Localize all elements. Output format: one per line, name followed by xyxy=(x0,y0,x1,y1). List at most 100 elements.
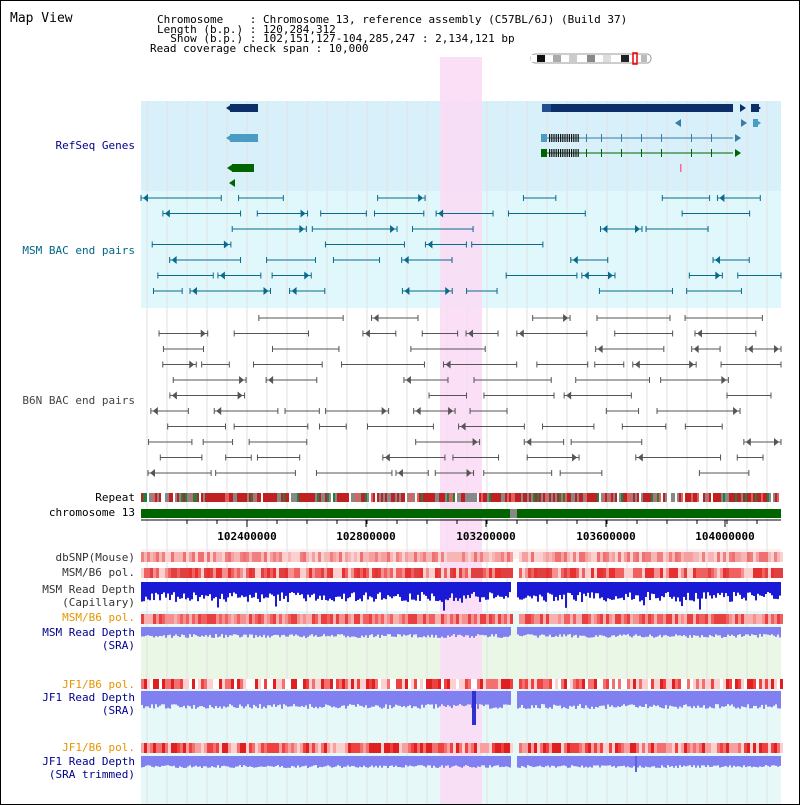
refseq-exon xyxy=(691,149,692,157)
jf1-b6-pol-cell xyxy=(300,679,303,689)
jf1-depth-sra-bar xyxy=(451,691,453,708)
msm-b6-pol-sra-cell xyxy=(759,614,762,624)
jf1-depth-sra-bar xyxy=(283,691,285,705)
jf1-depth-trim-bar xyxy=(239,756,241,766)
repeat-mark xyxy=(489,493,491,502)
msm-b6-pol-cell xyxy=(417,568,420,578)
msm-b6-pol-sra-cell xyxy=(240,614,243,624)
jf1-depth-sra-bar xyxy=(559,691,561,706)
repeat-mark xyxy=(741,493,743,502)
msm-depth-cap-bar xyxy=(695,582,697,593)
jf1-b6-pol-cell xyxy=(171,679,174,689)
msm-b6-pol-sra-cell xyxy=(669,614,672,624)
jf1-depth-trim-bar xyxy=(517,756,519,768)
jf1-depth-sra-bar xyxy=(453,691,455,705)
jf1-b6-pol-trim-cell xyxy=(519,743,522,753)
jf1-b6-pol-cell xyxy=(615,679,618,689)
b6n-bac-pair-marker xyxy=(566,391,572,400)
jf1-depth-trim-bar xyxy=(629,756,631,768)
msm-depth-sra-bar xyxy=(405,627,407,636)
msm-depth-sra-bar xyxy=(487,627,489,638)
jf1-b6-pol-trim-cell xyxy=(582,743,585,753)
jf1-depth-sra-bar xyxy=(727,691,729,705)
msm-b6-pol-cell xyxy=(597,568,600,578)
msm-depth-cap-bar xyxy=(353,582,355,593)
jf1-depth-trim-bar xyxy=(693,756,695,766)
jf1-depth-sra-bar xyxy=(247,691,249,705)
msm-depth-cap-bar xyxy=(327,582,329,601)
b6n-bac-pair-marker xyxy=(216,407,222,415)
msm-b6-pol-sra-cell xyxy=(537,614,540,624)
jf1-b6-pol-trim-cell xyxy=(591,743,594,753)
msm-depth-sra-bar xyxy=(185,627,187,638)
jf1-depth-trim-bar xyxy=(489,756,491,766)
refseq-exon xyxy=(575,149,577,157)
msm-depth-cap-bar xyxy=(419,582,421,601)
msm-depth-sra-bar xyxy=(633,627,635,636)
msm-b6-pol-cell xyxy=(363,568,366,578)
jf1-depth-sra-bar xyxy=(205,691,207,709)
repeat-mark xyxy=(223,493,225,502)
repeat-mark xyxy=(535,493,537,502)
msm-depth-sra-bar xyxy=(657,627,659,637)
jf1-depth-sra-bar xyxy=(199,691,201,707)
msm-b6-pol-sra-cell xyxy=(168,614,171,624)
jf1-depth-sra-bar xyxy=(261,691,263,709)
msm-depth-sra-bar xyxy=(253,627,255,638)
msm-b6-pol-sra-cell xyxy=(708,614,711,624)
msm-depth-cap-bar xyxy=(375,582,377,599)
jf1-depth-trim-bar xyxy=(187,756,189,767)
jf1-depth-trim-bar xyxy=(521,756,523,766)
jf1-depth-trim-bar xyxy=(161,756,163,766)
msm-b6-pol-cell xyxy=(396,568,399,578)
jf1-depth-trim-bar xyxy=(283,756,285,768)
msm-depth-sra-bar xyxy=(605,627,607,637)
refseq-exon xyxy=(555,134,557,142)
repeat-mark xyxy=(647,493,649,502)
repeat-mark xyxy=(179,493,181,502)
dbsnp-cell xyxy=(627,552,630,562)
jf1-b6-pol-trim-cell xyxy=(141,743,144,753)
msm-b6-pol-sra-cell xyxy=(351,614,354,624)
msm-b6-pol-cell xyxy=(183,568,186,578)
jf1-depth-sra-bar xyxy=(675,691,677,707)
msm-depth-sra-bar xyxy=(269,627,271,638)
repeat-mark xyxy=(579,493,581,502)
msm-depth-cap-bar xyxy=(667,582,669,593)
jf1-depth-sra-bar xyxy=(237,691,239,708)
jf1-depth-sra-bar xyxy=(369,691,371,708)
msm-b6-pol-sra-cell xyxy=(606,614,609,624)
msm-b6-pol-sra-cell xyxy=(372,614,375,624)
repeat-mark xyxy=(481,493,483,502)
msm-b6-pol-cell xyxy=(681,568,684,578)
msm-b6-pol-cell xyxy=(498,568,501,578)
repeat-mark xyxy=(285,493,287,502)
repeat-mark xyxy=(175,493,177,502)
jf1-depth-trim-bar xyxy=(421,756,423,766)
repeat-mark xyxy=(145,493,147,502)
msm-b6-pol-sra-cell xyxy=(171,614,174,624)
msm-depth-sra-bar xyxy=(413,627,415,635)
jf1-depth-sra-bar xyxy=(209,691,211,705)
jf1-b6-pol-trim-cell xyxy=(240,743,243,753)
msm-b6-pol-sra-cell xyxy=(630,614,633,624)
repeat-mark xyxy=(641,493,643,502)
jf1-b6-pol-cell xyxy=(453,679,456,689)
jf1-depth-trim-bar xyxy=(697,756,699,766)
msm-depth-cap-bar xyxy=(729,582,731,602)
msm-depth-cap-bar xyxy=(623,582,625,601)
jf1-depth-sra-bar xyxy=(367,691,369,709)
jf1-depth-sra-bar xyxy=(573,691,575,706)
msm-depth-cap-bar xyxy=(703,582,705,593)
jf1-depth-trim-bar xyxy=(617,756,619,767)
jf1-b6-pol-cell xyxy=(759,679,762,689)
repeat-mark xyxy=(337,493,339,502)
msm-depth-cap-bar xyxy=(559,582,561,595)
jf1-depth-trim-bar xyxy=(537,756,539,767)
jf1-b6-pol-trim-cell xyxy=(297,743,300,753)
msm-depth-sra-bar xyxy=(449,627,451,637)
msm-depth-cap-bar xyxy=(247,582,249,602)
repeat-mark xyxy=(607,493,609,502)
msm-depth-cap-bar xyxy=(429,582,431,601)
